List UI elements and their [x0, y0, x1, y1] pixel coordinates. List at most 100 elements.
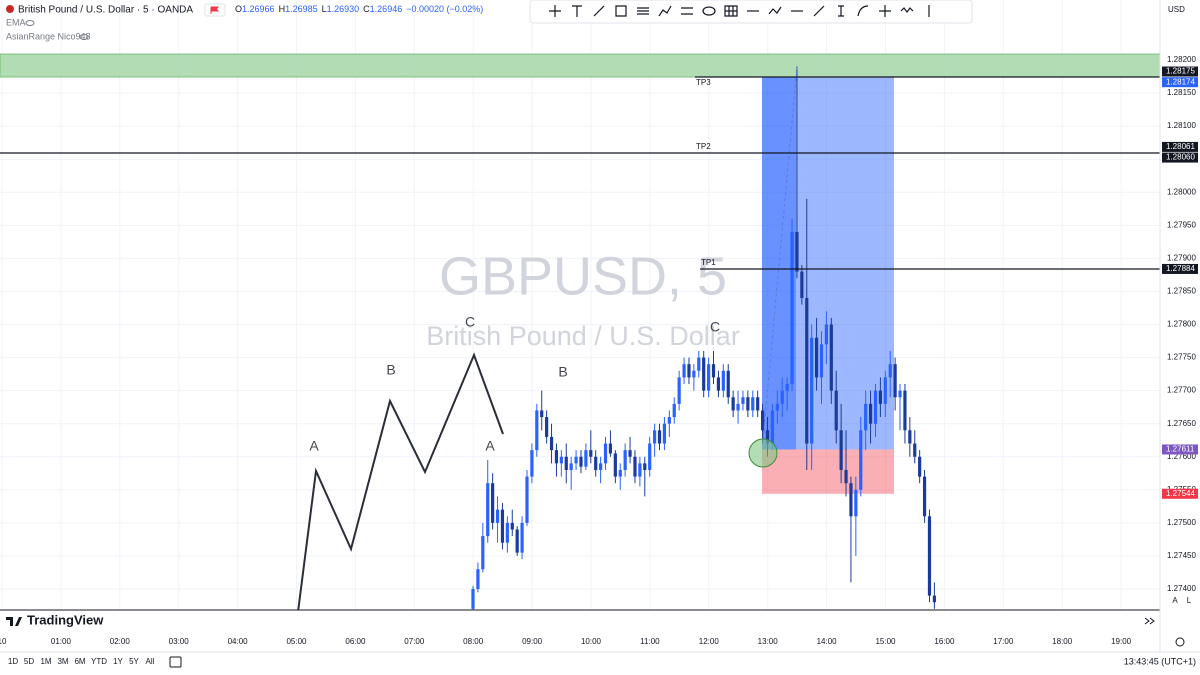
range-button[interactable]: 1Y	[113, 657, 123, 666]
candle-body	[618, 469, 622, 477]
tool-icon	[879, 5, 891, 17]
candle-body	[751, 397, 755, 411]
price-tick-label: 1.27400	[1167, 584, 1196, 593]
tool-icon	[724, 5, 738, 17]
candle-body	[628, 450, 632, 457]
candle-body	[760, 410, 765, 431]
candles	[471, 66, 936, 610]
range-button[interactable]: 1D	[8, 657, 18, 666]
drawings	[0, 67, 1160, 610]
candle-body	[888, 364, 892, 378]
candle-body	[932, 595, 936, 603]
tool-button[interactable]	[943, 4, 959, 19]
candle-body	[569, 463, 573, 470]
candle-body	[491, 483, 495, 523]
candle-body	[908, 430, 912, 444]
candle-body	[790, 231, 794, 385]
pattern-label: C	[710, 319, 720, 335]
tool-icon	[857, 5, 869, 17]
time-tick-label: 13:00	[758, 637, 779, 646]
candle-body	[510, 522, 514, 530]
eye-icon[interactable]	[79, 34, 89, 40]
scale-button-label[interactable]: A	[1172, 596, 1178, 605]
ohlc-value: 1.26966	[242, 4, 275, 14]
settings-icon[interactable]	[1175, 637, 1185, 647]
price-label: 1.28061	[1166, 142, 1195, 151]
candle-body	[648, 443, 652, 470]
candle-body	[854, 489, 858, 517]
price-tick-label: 1.27500	[1167, 518, 1196, 527]
price-tick-label: 1.27650	[1167, 419, 1196, 428]
pattern-label: B	[386, 362, 395, 378]
tool-icon	[768, 6, 782, 15]
abc-pattern	[297, 352, 504, 610]
scale-button-label[interactable]: L	[1187, 596, 1192, 605]
ohlc-value: 1.26930	[327, 4, 360, 14]
candle-body	[540, 410, 544, 418]
candle-body	[716, 377, 721, 391]
auto-scale-button[interactable]	[1168, 594, 1181, 607]
candle-body	[868, 403, 873, 424]
entry-circle	[748, 438, 778, 468]
candle-body	[814, 337, 819, 378]
candle-body	[608, 443, 613, 454]
currency: USD	[1168, 5, 1185, 14]
tool-button[interactable]	[965, 4, 981, 19]
price-tick-label: 1.27450	[1167, 551, 1196, 560]
supply-zone	[0, 53, 1161, 78]
price-tick-label: 1.27850	[1167, 287, 1196, 296]
candle-body	[613, 453, 617, 477]
candle-body	[800, 271, 804, 299]
candle-body	[515, 529, 519, 553]
time-tick-label: 01:00	[51, 637, 72, 646]
candle-body	[554, 450, 559, 464]
indicator-name: EMA	[6, 17, 26, 27]
price-label: 1.28174	[1166, 77, 1195, 86]
candle-body	[657, 430, 662, 444]
scroll-right[interactable]	[1144, 617, 1155, 625]
price-label-box	[1162, 488, 1198, 499]
candle-body	[726, 370, 730, 398]
range-button[interactable]: 5Y	[129, 657, 139, 666]
candle-body	[922, 476, 927, 517]
time-tick-label: 11:00	[640, 637, 660, 646]
range-button[interactable]: 5D	[24, 657, 34, 666]
candle-body	[564, 456, 568, 470]
candle-body	[505, 522, 509, 543]
candle-body	[731, 397, 735, 411]
candle-body	[702, 357, 706, 391]
drawing-toolbar	[529, 0, 981, 24]
loss-zone	[762, 449, 894, 494]
eye-icon[interactable]	[25, 20, 35, 26]
pattern-labels: A B C B A C	[309, 314, 720, 454]
ohlc-key: H	[279, 4, 286, 14]
candle-body	[741, 397, 745, 404]
flag-icon	[210, 6, 220, 14]
candle-body	[883, 377, 887, 404]
candle-body	[584, 450, 588, 467]
candle-body	[677, 377, 681, 404]
time-tick-label: 15:00	[875, 637, 896, 646]
pattern-label: B	[558, 364, 567, 380]
tool-button[interactable]	[855, 4, 871, 19]
candle-body	[697, 357, 701, 371]
range-button[interactable]: 6M	[74, 657, 85, 666]
candle-body	[667, 417, 671, 424]
candle-body	[918, 456, 922, 477]
candle-body	[530, 450, 534, 477]
watermark-name: British Pound / U.S. Dollar	[426, 321, 740, 351]
candle-body	[603, 443, 608, 464]
range-button[interactable]: YTD	[91, 657, 107, 666]
price-tick-label: 1.28100	[1167, 121, 1196, 130]
range-button[interactable]: 1M	[40, 657, 51, 666]
range-button[interactable]: All	[146, 657, 155, 666]
range-button[interactable]: 3M	[57, 657, 68, 666]
date-range-icon[interactable]	[169, 656, 182, 668]
time-tick-label: 10:00	[581, 637, 602, 646]
time-tick-label: 17:00	[993, 637, 1014, 646]
tool-button[interactable]	[679, 4, 695, 19]
symbol-flag	[6, 5, 14, 13]
candle-body	[824, 324, 828, 345]
